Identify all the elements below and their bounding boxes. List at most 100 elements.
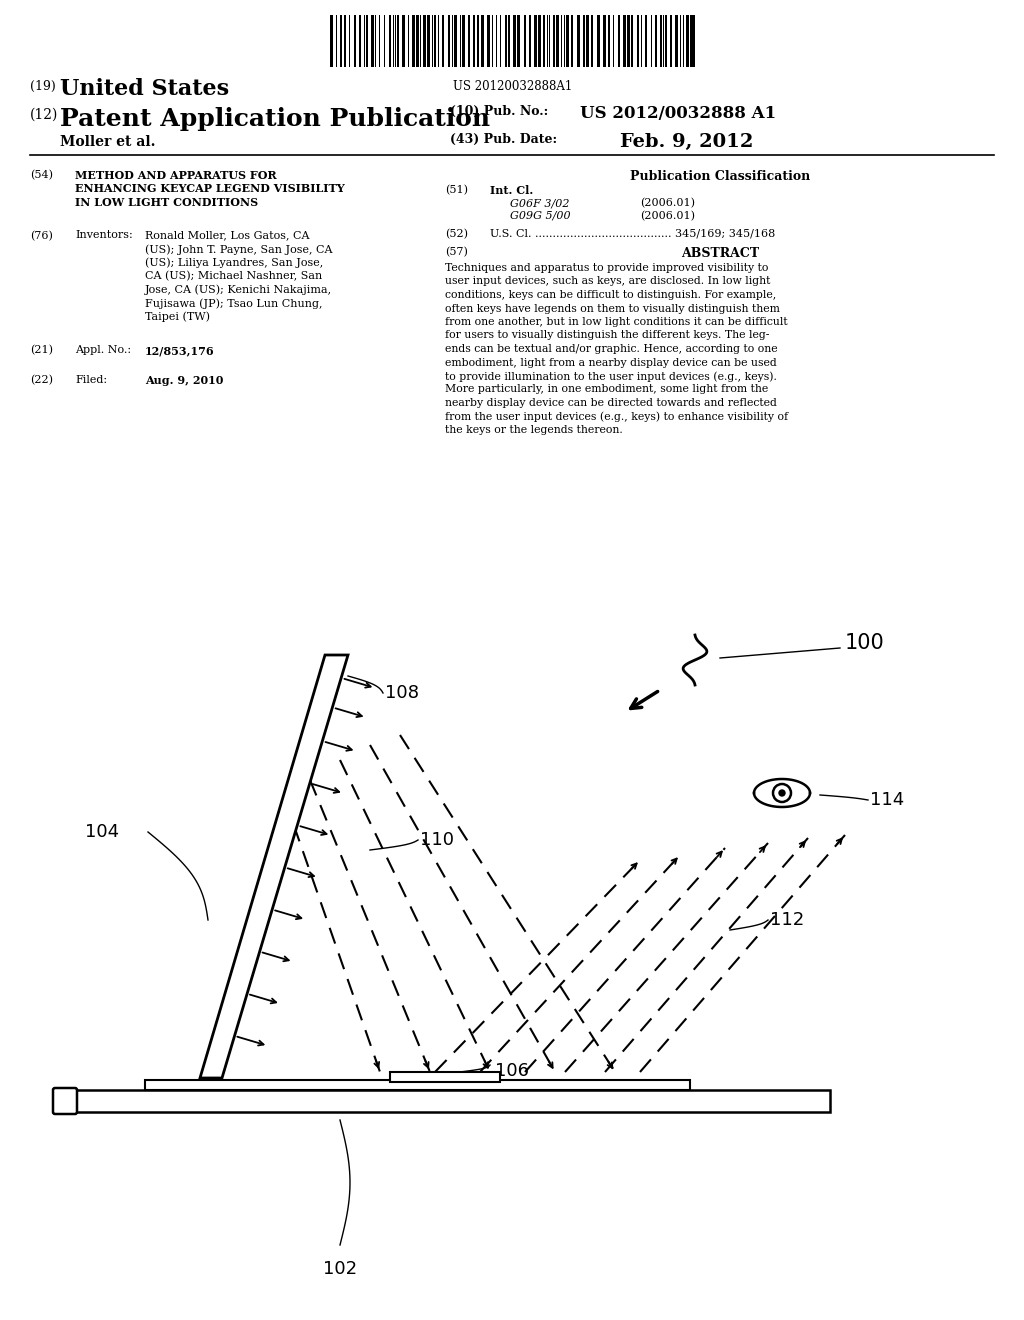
- Bar: [479, 15, 480, 67]
- Text: (2006.01): (2006.01): [640, 211, 695, 222]
- Bar: [662, 15, 663, 67]
- Bar: [626, 15, 628, 67]
- Bar: [475, 15, 477, 67]
- Bar: [679, 15, 680, 67]
- Text: Moller et al.: Moller et al.: [60, 135, 156, 149]
- Bar: [569, 15, 571, 67]
- Bar: [490, 15, 492, 67]
- Text: ABSTRACT: ABSTRACT: [681, 247, 759, 260]
- Text: 106: 106: [495, 1063, 529, 1080]
- Text: nearby display device can be directed towards and reflected: nearby display device can be directed to…: [445, 399, 777, 408]
- Bar: [390, 1072, 500, 1082]
- Bar: [355, 15, 359, 67]
- Bar: [439, 15, 442, 67]
- Text: from one another, but in low light conditions it can be difficult: from one another, but in low light condi…: [445, 317, 787, 327]
- Bar: [409, 15, 413, 67]
- Text: Ronald Moller, Los Gatos, CA: Ronald Moller, Los Gatos, CA: [145, 231, 309, 240]
- Bar: [614, 15, 617, 67]
- Bar: [385, 15, 388, 67]
- Bar: [585, 15, 587, 67]
- Bar: [633, 15, 637, 67]
- Bar: [365, 15, 367, 67]
- Text: 112: 112: [770, 911, 804, 929]
- Text: METHOD AND APPARATUS FOR: METHOD AND APPARATUS FOR: [75, 170, 276, 181]
- Bar: [667, 15, 670, 67]
- Text: More particularly, in one embodiment, some light from the: More particularly, in one embodiment, so…: [445, 384, 768, 395]
- Text: 12/853,176: 12/853,176: [145, 345, 215, 356]
- Text: (43) Pub. Date:: (43) Pub. Date:: [450, 133, 557, 147]
- Bar: [565, 15, 566, 67]
- Bar: [493, 15, 496, 67]
- Bar: [555, 15, 556, 67]
- FancyBboxPatch shape: [53, 1088, 77, 1114]
- Bar: [391, 15, 392, 67]
- Bar: [432, 15, 434, 67]
- Bar: [406, 15, 408, 67]
- Bar: [360, 15, 364, 67]
- Text: ENHANCING KEYCAP LEGEND VISIBILITY: ENHANCING KEYCAP LEGEND VISIBILITY: [75, 183, 345, 194]
- Bar: [507, 15, 508, 67]
- Text: embodiment, light from a nearby display device can be used: embodiment, light from a nearby display …: [445, 358, 777, 367]
- Bar: [453, 15, 454, 67]
- Bar: [483, 15, 487, 67]
- Bar: [651, 15, 655, 67]
- Bar: [501, 15, 505, 67]
- Bar: [374, 15, 376, 67]
- Bar: [461, 15, 463, 67]
- Text: (US); John T. Payne, San Jose, CA: (US); John T. Payne, San Jose, CA: [145, 244, 333, 255]
- Bar: [639, 15, 641, 67]
- Bar: [630, 15, 631, 67]
- Bar: [393, 15, 395, 67]
- Text: (12): (12): [30, 108, 58, 121]
- Bar: [546, 15, 547, 67]
- Text: (57): (57): [445, 247, 468, 257]
- Text: CA (US); Michael Nashner, San: CA (US); Michael Nashner, San: [145, 271, 323, 281]
- Bar: [457, 15, 460, 67]
- Text: user input devices, such as keys, are disclosed. In low light: user input devices, such as keys, are di…: [445, 276, 770, 286]
- Text: (2006.01): (2006.01): [640, 198, 695, 209]
- Text: often keys have legends on them to visually distinguish them: often keys have legends on them to visua…: [445, 304, 780, 314]
- Bar: [376, 15, 379, 67]
- Text: (10) Pub. No.:: (10) Pub. No.:: [450, 106, 548, 117]
- Bar: [689, 15, 690, 67]
- Text: Jose, CA (US); Kenichi Nakajima,: Jose, CA (US); Kenichi Nakajima,: [145, 285, 332, 296]
- Text: (51): (51): [445, 185, 468, 195]
- Circle shape: [779, 789, 785, 796]
- Bar: [145, 1080, 690, 1090]
- Bar: [530, 15, 535, 67]
- Text: Fujisawa (JP); Tsao Lun Chung,: Fujisawa (JP); Tsao Lun Chung,: [145, 298, 323, 309]
- Bar: [594, 15, 597, 67]
- Polygon shape: [200, 655, 348, 1078]
- Text: G06F 3/02: G06F 3/02: [510, 198, 569, 209]
- Text: 114: 114: [870, 791, 904, 809]
- Bar: [620, 15, 623, 67]
- Bar: [600, 15, 603, 67]
- Bar: [466, 15, 468, 67]
- Bar: [333, 15, 336, 67]
- Bar: [497, 15, 500, 67]
- Bar: [520, 15, 523, 67]
- Text: 100: 100: [845, 634, 885, 653]
- Bar: [684, 15, 686, 67]
- Text: 110: 110: [420, 832, 454, 849]
- Bar: [542, 15, 543, 67]
- Bar: [422, 15, 423, 67]
- Text: Appl. No.:: Appl. No.:: [75, 345, 131, 355]
- Bar: [606, 15, 607, 67]
- Bar: [656, 15, 660, 67]
- Text: 108: 108: [385, 684, 419, 702]
- Text: (21): (21): [30, 345, 53, 355]
- Text: the keys or the legends thereon.: the keys or the legends thereon.: [445, 425, 623, 436]
- Bar: [610, 15, 612, 67]
- Bar: [426, 15, 427, 67]
- Bar: [415, 15, 416, 67]
- Text: Int. Cl.: Int. Cl.: [490, 185, 534, 195]
- Text: Inventors:: Inventors:: [75, 231, 133, 240]
- Bar: [436, 15, 438, 67]
- Bar: [75, 1090, 830, 1111]
- Text: United States: United States: [60, 78, 229, 100]
- Text: (54): (54): [30, 170, 53, 181]
- Bar: [444, 15, 447, 67]
- Bar: [396, 15, 397, 67]
- Text: from the user input devices (e.g., keys) to enhance visibility of: from the user input devices (e.g., keys)…: [445, 412, 788, 422]
